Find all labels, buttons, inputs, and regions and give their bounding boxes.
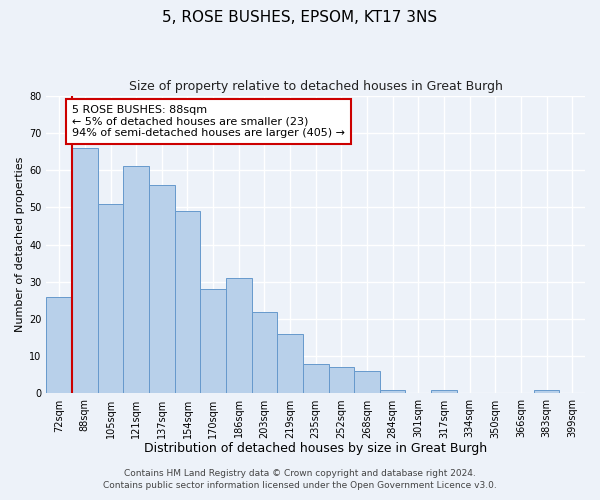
Bar bbox=[277, 334, 303, 394]
Bar bbox=[380, 390, 406, 394]
Bar bbox=[175, 211, 200, 394]
Y-axis label: Number of detached properties: Number of detached properties bbox=[15, 157, 25, 332]
Title: Size of property relative to detached houses in Great Burgh: Size of property relative to detached ho… bbox=[129, 80, 503, 93]
Bar bbox=[226, 278, 251, 394]
Bar bbox=[431, 390, 457, 394]
Bar bbox=[200, 289, 226, 394]
Bar bbox=[72, 148, 98, 394]
Bar bbox=[124, 166, 149, 394]
Text: Contains HM Land Registry data © Crown copyright and database right 2024.
Contai: Contains HM Land Registry data © Crown c… bbox=[103, 468, 497, 490]
Bar bbox=[303, 364, 329, 394]
X-axis label: Distribution of detached houses by size in Great Burgh: Distribution of detached houses by size … bbox=[144, 442, 487, 455]
Bar bbox=[98, 204, 124, 394]
Text: 5, ROSE BUSHES, EPSOM, KT17 3NS: 5, ROSE BUSHES, EPSOM, KT17 3NS bbox=[163, 10, 437, 25]
Text: 5 ROSE BUSHES: 88sqm
← 5% of detached houses are smaller (23)
94% of semi-detach: 5 ROSE BUSHES: 88sqm ← 5% of detached ho… bbox=[72, 105, 345, 138]
Bar bbox=[149, 185, 175, 394]
Bar bbox=[534, 390, 559, 394]
Bar bbox=[329, 368, 354, 394]
Bar bbox=[354, 371, 380, 394]
Bar bbox=[251, 312, 277, 394]
Bar bbox=[46, 296, 72, 394]
